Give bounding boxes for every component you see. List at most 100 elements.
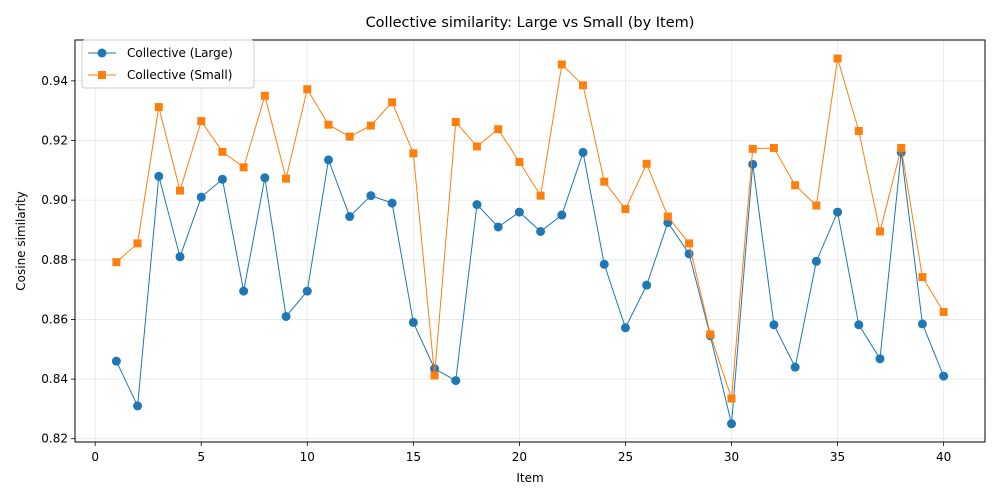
x-tick-label: 15	[406, 450, 421, 464]
data-point-small	[791, 181, 800, 190]
data-point-large	[748, 159, 758, 169]
data-point-large	[578, 147, 588, 157]
data-point-large	[239, 286, 249, 296]
data-point-large	[430, 364, 440, 374]
x-tick-label: 30	[724, 450, 739, 464]
x-tick-label: 20	[512, 450, 527, 464]
data-point-large	[111, 356, 121, 366]
data-point-small	[600, 177, 609, 186]
x-axis: 0 5 10 15 20 25 30 35 40	[91, 442, 951, 464]
data-point-small	[409, 149, 418, 158]
legend-marker-small	[98, 71, 106, 79]
data-point-large	[281, 311, 291, 321]
data-point-large	[154, 171, 164, 181]
data-point-small	[324, 120, 333, 129]
data-point-large	[366, 191, 376, 201]
legend: Collective (Large) Collective (Small)	[81, 39, 255, 89]
data-point-small	[769, 143, 778, 152]
data-point-small	[388, 98, 397, 107]
legend-label-small: Collective (Small)	[127, 68, 232, 82]
data-point-small	[345, 132, 354, 141]
data-point-large	[302, 286, 312, 296]
data-point-large	[642, 280, 652, 290]
data-point-large	[536, 226, 546, 236]
data-point-small	[706, 330, 715, 339]
data-point-small	[897, 143, 906, 152]
data-point-large	[196, 192, 206, 202]
data-point-small	[472, 142, 481, 151]
data-point-small	[621, 205, 630, 214]
data-point-large	[833, 207, 843, 217]
series-layer	[111, 54, 949, 429]
x-tick-label: 35	[830, 450, 845, 464]
data-point-small	[918, 273, 927, 282]
data-point-large	[557, 210, 567, 220]
data-point-small	[176, 186, 184, 195]
data-point-large	[854, 320, 864, 330]
y-axis: 0.82 0.84 0.86 0.88 0.90 0.92 0.94	[41, 74, 75, 446]
y-tick-label: 0.88	[41, 253, 68, 267]
data-point-large	[451, 376, 461, 386]
y-tick-label: 0.94	[41, 74, 68, 88]
data-point-large	[133, 401, 143, 411]
data-point-large	[599, 259, 609, 269]
data-point-small	[557, 60, 566, 69]
data-point-small	[197, 117, 206, 126]
data-point-small	[854, 126, 863, 135]
data-point-small	[260, 91, 269, 100]
data-point-small	[663, 212, 672, 221]
data-point-small	[282, 174, 291, 183]
data-point-large	[323, 155, 333, 165]
data-point-small	[366, 121, 375, 130]
y-tick-label: 0.86	[41, 312, 68, 326]
data-point-small	[727, 394, 736, 403]
data-point-small	[812, 201, 821, 210]
data-point-small	[876, 227, 884, 236]
data-point-small	[430, 371, 439, 380]
data-point-large	[939, 371, 949, 381]
data-point-large	[472, 200, 482, 210]
data-point-large	[387, 198, 397, 208]
data-point-small	[112, 258, 121, 267]
data-point-large	[727, 419, 737, 429]
data-point-large	[514, 207, 524, 217]
data-point-small	[748, 144, 757, 153]
plot-frame	[74, 39, 986, 443]
data-point-small	[642, 159, 651, 168]
x-tick-label: 40	[936, 450, 951, 464]
data-point-large	[620, 323, 630, 333]
data-point-small	[939, 307, 948, 316]
chart-title: Collective similarity: Large vs Small (b…	[366, 15, 695, 31]
data-point-large	[493, 222, 503, 232]
legend-frame	[81, 39, 255, 89]
data-point-small	[451, 118, 460, 127]
x-tick-label: 5	[197, 450, 205, 464]
series-line-0	[115, 150, 945, 424]
legend-label-large: Collective (Large)	[127, 46, 233, 60]
y-tick-label: 0.92	[41, 134, 68, 148]
data-point-small	[494, 125, 503, 134]
data-point-small	[833, 54, 842, 63]
x-tick-label: 10	[300, 450, 315, 464]
data-point-large	[408, 317, 418, 327]
data-point-small	[579, 81, 588, 90]
legend-marker-large	[97, 48, 107, 58]
data-point-large	[875, 354, 885, 364]
data-point-large	[917, 319, 927, 329]
data-point-large	[811, 256, 821, 266]
data-point-small	[133, 239, 142, 248]
y-tick-label: 0.90	[41, 193, 68, 207]
data-point-large	[345, 212, 355, 222]
data-point-small	[515, 157, 524, 166]
y-axis-label: Cosine similarity	[14, 191, 28, 290]
x-tick-label: 25	[618, 450, 633, 464]
y-tick-label: 0.84	[41, 372, 68, 386]
data-point-small	[685, 239, 694, 248]
grid-lines	[75, 40, 985, 442]
data-point-large	[790, 362, 800, 372]
data-point-large	[175, 252, 185, 262]
y-tick-label: 0.82	[41, 432, 68, 446]
data-point-small	[154, 103, 163, 112]
series-line-1	[116, 58, 945, 399]
